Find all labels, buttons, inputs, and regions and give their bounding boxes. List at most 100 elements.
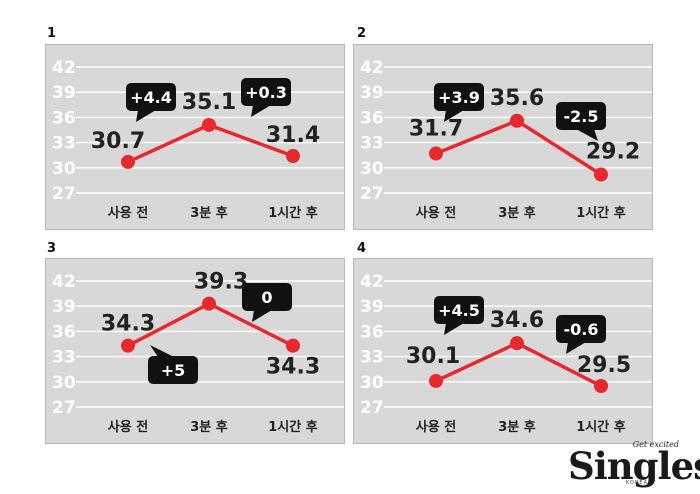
change-callout: +4.5 [434,296,484,335]
x-tick-label: 사용 전 [416,419,456,435]
data-label: 34.6 [490,308,544,333]
change-label: +5 [161,361,186,380]
callout-tail [251,105,271,117]
callout-tail [444,323,464,335]
chart-panel-4: 42 39 36 33 30 27 30.1 34.6 29.5 사용 전 3분 후 1시간 후 +4.… [353,258,653,444]
panel-number-4: 4 [357,241,367,256]
callout-box [434,83,484,111]
change-callout: +0.3 [241,78,291,117]
x-tick-label: 3분 후 [498,419,536,435]
panel-number-2: 2 [357,26,367,41]
data-point [594,379,608,393]
change-label: +4.4 [130,88,172,107]
chart-panel-2: 42 39 36 33 30 27 31.7 35.6 29.2 사용 전 3분 후 1시간 후 +3.… [353,44,653,230]
x-tick-label: 1시간 후 [268,419,317,435]
chart-svg: 42 39 36 33 30 27 30.7 35.1 31.4 사용 전 3분 후 1시간 후 +4.… [52,58,344,221]
callout-tail [576,129,598,141]
data-label: 29.5 [577,353,631,378]
change-callout: +3.9 [434,83,484,122]
y-tick-label: 42 [52,58,76,78]
change-callout: -2.5 [556,102,606,141]
y-tick-label: 30 [52,373,76,393]
chart-panel-3: 42 39 36 33 30 27 34.3 39.3 34.3 사용 전 3분 후 1시간 후 +5 0 [45,258,345,444]
singles-logo: Get excited Singles KOREA [568,440,700,488]
callout-tail [566,342,586,354]
callout-tail [150,345,174,357]
data-label: 39.3 [194,270,248,295]
data-label: 34.3 [266,355,320,380]
chart-svg: 42 39 36 33 30 27 34.3 39.3 34.3 사용 전 3분 후 1시간 후 +5 0 [52,270,344,435]
panel-number-1: 1 [47,26,57,41]
data-label: 30.1 [406,344,460,369]
change-label: +4.5 [438,301,480,320]
y-tick-label: 39 [360,83,384,103]
y-tick-label: 27 [360,398,384,418]
chart-svg: 42 39 36 33 30 27 30.1 34.6 29.5 사용 전 3분 후 1시간 후 +4.… [360,272,652,435]
y-tick-label: 36 [52,322,76,342]
x-tick-label: 1시간 후 [576,419,625,435]
callout-box [126,83,176,111]
callout-tail [444,110,464,122]
x-tick-label: 사용 전 [108,205,148,221]
data-label: 35.1 [182,90,236,115]
y-tick-label: 30 [360,373,384,393]
data-point [286,149,300,164]
data-point [286,338,300,353]
change-label: 0 [261,288,272,307]
y-tick-label: 33 [52,348,76,368]
data-point [594,167,608,182]
y-tick-label: 33 [360,134,384,154]
data-label: 31.4 [266,123,320,148]
change-callout: +4.4 [126,83,176,122]
logo-wordmark: Singles [568,444,700,488]
x-tick-label: 1시간 후 [576,205,625,221]
y-tick-label: 36 [360,108,384,128]
callout-tail [136,110,156,122]
y-tick-label: 27 [52,184,76,204]
data-point [121,154,135,169]
y-tick-label: 42 [52,272,76,292]
y-tick-label: 27 [360,184,384,204]
y-tick-label: 42 [360,58,384,78]
y-tick-label: 39 [52,83,76,103]
change-label: +3.9 [438,88,480,107]
data-label: 35.6 [490,86,544,111]
y-tick-label: 33 [52,134,76,154]
data-label: 31.7 [409,117,463,142]
data-point [429,146,443,161]
x-tick-label: 3분 후 [498,205,536,221]
data-point [429,373,443,388]
y-tick-label: 39 [360,297,384,317]
change-label: +0.3 [245,83,287,102]
change-callout: 0 [242,283,292,322]
chart-panel-1: 42 39 36 33 30 27 30.7 35.1 31.4 사용 전 3분 후 1시간 후 +4.… [45,44,345,230]
y-tick-label: 42 [360,272,384,292]
data-point [510,336,524,351]
y-tick-label: 33 [360,348,384,368]
callout-box [556,102,606,130]
data-point [121,338,135,353]
change-label: -2.5 [564,107,599,126]
callout-box [241,78,291,106]
panel-number-3: 3 [47,241,57,256]
data-label: 30.7 [91,129,145,154]
callout-box [556,315,606,343]
change-label: -0.6 [564,320,599,339]
x-tick-label: 3분 후 [190,419,228,435]
y-tick-label: 30 [360,159,384,179]
x-tick-label: 사용 전 [108,419,148,435]
data-point [202,117,216,132]
x-tick-label: 1시간 후 [268,205,317,221]
y-tick-label: 30 [52,159,76,179]
data-label: 29.2 [586,140,640,165]
x-tick-label: 3분 후 [190,205,228,221]
y-tick-label: 39 [52,297,76,317]
data-point [202,296,216,311]
callout-box [434,296,484,324]
y-tick-label: 36 [52,108,76,128]
callout-box [148,356,198,384]
chart-svg: 42 39 36 33 30 27 31.7 35.6 29.2 사용 전 3분 후 1시간 후 +3.… [360,58,652,221]
y-tick-label: 36 [360,322,384,342]
change-callout: +5 [148,345,198,384]
logo-sub: KOREA [626,480,648,486]
